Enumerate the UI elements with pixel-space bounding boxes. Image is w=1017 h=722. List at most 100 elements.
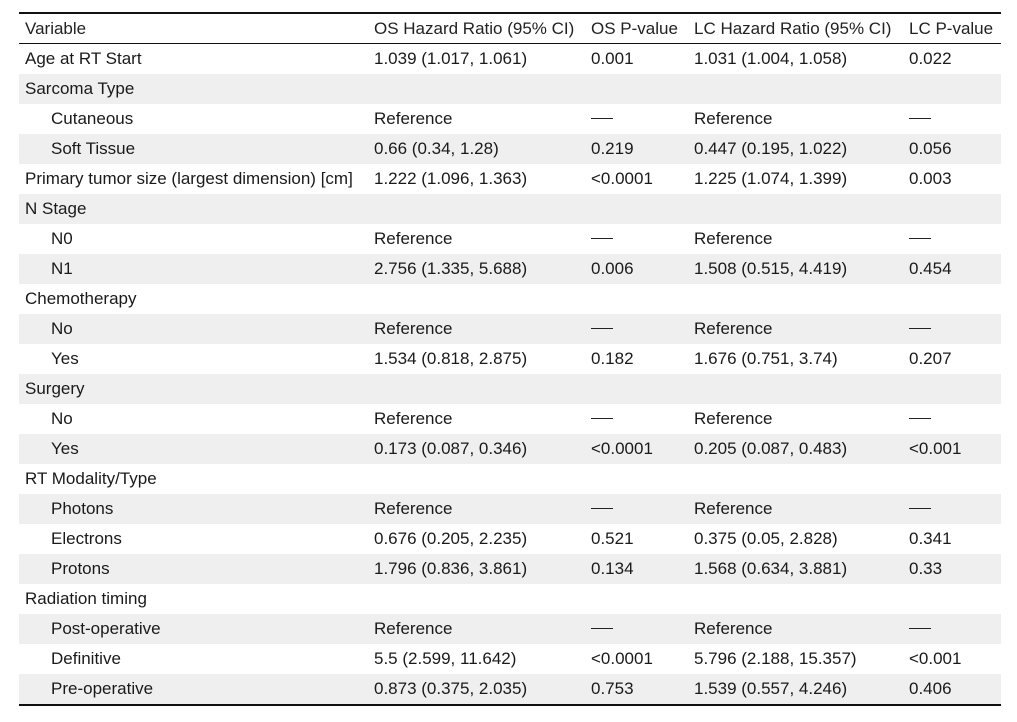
variable-cell: Soft Tissue <box>51 139 136 158</box>
lc-hazard-ratio-cell <box>688 74 903 104</box>
table-row: Radiation timing <box>19 584 1001 614</box>
os-hazard-ratio-cell: Reference <box>374 109 453 128</box>
lc-p-value-cell: — <box>903 104 1001 134</box>
lc-hazard-ratio-cell: 1.031 (1.004, 1.058) <box>694 49 848 68</box>
table-row: Cutaneous Reference — Reference — <box>19 104 1001 134</box>
os-hazard-ratio-cell: 1.222 (1.096, 1.363) <box>374 169 528 188</box>
os-hazard-ratio-cell: Reference <box>374 619 453 638</box>
os-hazard-ratio-cell: Reference <box>374 499 453 518</box>
em-dash: — <box>909 418 931 420</box>
lc-p-value-cell: 0.33 <box>909 559 943 578</box>
os-hazard-ratio-cell: 0.66 (0.34, 1.28) <box>374 139 499 158</box>
os-p-value-cell <box>585 74 688 104</box>
lc-p-value-cell: — <box>903 224 1001 254</box>
table-row: Chemotherapy <box>19 284 1001 314</box>
table-row: Pre-operative 0.873 (0.375, 2.035) 0.753 1.… <box>19 674 1001 705</box>
os-hazard-ratio-cell <box>368 464 585 494</box>
os-p-value-cell: 0.753 <box>591 679 634 698</box>
os-p-value-cell: — <box>585 494 688 524</box>
os-hazard-ratio-cell: 1.534 (0.818, 2.875) <box>374 349 528 368</box>
lc-hazard-ratio-cell: 5.796 (2.188, 15.357) <box>694 649 857 668</box>
table-header: Variable OS Hazard Ratio (95% CI) OS P-v… <box>19 13 1001 44</box>
header-variable: Variable <box>25 18 87 38</box>
variable-cell: Post-operative <box>51 619 161 638</box>
lc-p-value-cell: 0.207 <box>909 349 952 368</box>
lc-hazard-ratio-cell: Reference <box>694 109 773 128</box>
os-p-value-cell: — <box>585 314 688 344</box>
table-row: No Reference — Reference — <box>19 314 1001 344</box>
table-row: Definitive 5.5 (2.599, 11.642) <0.0001 5.79… <box>19 644 1001 674</box>
variable-cell: Photons <box>51 499 114 518</box>
table-row: N0 Reference — Reference — <box>19 224 1001 254</box>
em-dash: — <box>591 238 613 240</box>
variable-cell: Primary tumor size (largest dimension) [… <box>25 169 353 188</box>
table-row: N Stage <box>19 194 1001 224</box>
variable-cell: Sarcoma Type <box>25 79 135 98</box>
lc-hazard-ratio-cell <box>688 374 903 404</box>
table-body: Age at RT Start 1.039 (1.017, 1.061) 0.001… <box>19 43 1001 705</box>
lc-p-value-cell: — <box>903 494 1001 524</box>
os-p-value-cell: 0.006 <box>591 259 634 278</box>
os-p-value-cell: 0.182 <box>591 349 634 368</box>
variable-cell: Electrons <box>51 529 122 548</box>
lc-p-value-cell: 0.454 <box>909 259 952 278</box>
table-row: Age at RT Start 1.039 (1.017, 1.061) 0.001… <box>19 43 1001 74</box>
lc-hazard-ratio-cell: Reference <box>694 319 773 338</box>
header-lc-hazard-ratio: LC Hazard Ratio (95% CI) <box>694 18 892 38</box>
header-lc-p-value: LC P-value <box>909 18 994 38</box>
variable-cell: Pre-operative <box>51 679 154 698</box>
variable-cell: N1 <box>51 259 73 278</box>
table-row: Surgery <box>19 374 1001 404</box>
table-row: Yes 1.534 (0.818, 2.875) 0.182 1.676 (0.751… <box>19 344 1001 374</box>
os-hazard-ratio-cell <box>368 374 585 404</box>
lc-p-value-cell <box>903 374 1001 404</box>
em-dash: — <box>591 328 613 330</box>
lc-p-value-cell: 0.022 <box>909 49 952 68</box>
os-hazard-ratio-cell <box>368 194 585 224</box>
variable-cell: N0 <box>51 229 73 248</box>
os-p-value-cell: <0.0001 <box>591 169 653 188</box>
lc-p-value-cell: — <box>903 614 1001 644</box>
os-hazard-ratio-cell: 0.873 (0.375, 2.035) <box>374 679 528 698</box>
header-os-p-value: OS P-value <box>591 18 678 38</box>
table-row: No Reference — Reference — <box>19 404 1001 434</box>
table-row: Electrons 0.676 (0.205, 2.235) 0.521 0.375 … <box>19 524 1001 554</box>
variable-cell: Yes <box>51 349 79 368</box>
variable-cell: Yes <box>51 439 79 458</box>
os-p-value-cell: 0.134 <box>591 559 634 578</box>
lc-p-value-cell <box>903 194 1001 224</box>
os-hazard-ratio-cell: 1.039 (1.017, 1.061) <box>374 49 528 68</box>
header-row: Variable OS Hazard Ratio (95% CI) OS P-v… <box>19 13 1001 44</box>
variable-cell: Surgery <box>25 379 85 398</box>
variable-cell: Radiation timing <box>25 589 147 608</box>
variable-cell: Age at RT Start <box>25 49 142 68</box>
lc-hazard-ratio-cell <box>688 584 903 614</box>
em-dash: — <box>591 628 613 630</box>
lc-hazard-ratio-cell: Reference <box>694 229 773 248</box>
lc-hazard-ratio-cell: Reference <box>694 619 773 638</box>
variable-cell: Chemotherapy <box>25 289 137 308</box>
table-row: Photons Reference — Reference — <box>19 494 1001 524</box>
os-p-value-cell <box>585 464 688 494</box>
lc-hazard-ratio-cell: 0.447 (0.195, 1.022) <box>694 139 848 158</box>
lc-hazard-ratio-cell: 0.205 (0.087, 0.483) <box>694 439 848 458</box>
os-hazard-ratio-cell: 0.173 (0.087, 0.346) <box>374 439 528 458</box>
header-os-hazard-ratio: OS Hazard Ratio (95% CI) <box>374 18 575 38</box>
os-hazard-ratio-cell: 1.796 (0.836, 3.861) <box>374 559 528 578</box>
os-p-value-cell: <0.0001 <box>591 649 653 668</box>
lc-p-value-cell <box>903 464 1001 494</box>
hazard-ratio-table-container: Variable OS Hazard Ratio (95% CI) OS P-v… <box>19 12 1001 706</box>
lc-hazard-ratio-cell: Reference <box>694 409 773 428</box>
os-p-value-cell: — <box>585 104 688 134</box>
os-p-value-cell <box>585 374 688 404</box>
em-dash: — <box>909 328 931 330</box>
variable-cell: RT Modality/Type <box>25 469 157 488</box>
table-row: Primary tumor size (largest dimension) [… <box>19 164 1001 194</box>
em-dash: — <box>591 418 613 420</box>
os-hazard-ratio-cell: Reference <box>374 229 453 248</box>
table-row: Yes 0.173 (0.087, 0.346) <0.0001 0.205 (0.0… <box>19 434 1001 464</box>
lc-hazard-ratio-cell: 0.375 (0.05, 2.828) <box>694 529 838 548</box>
os-p-value-cell: <0.0001 <box>591 439 653 458</box>
os-hazard-ratio-cell <box>368 74 585 104</box>
lc-hazard-ratio-cell: Reference <box>694 499 773 518</box>
